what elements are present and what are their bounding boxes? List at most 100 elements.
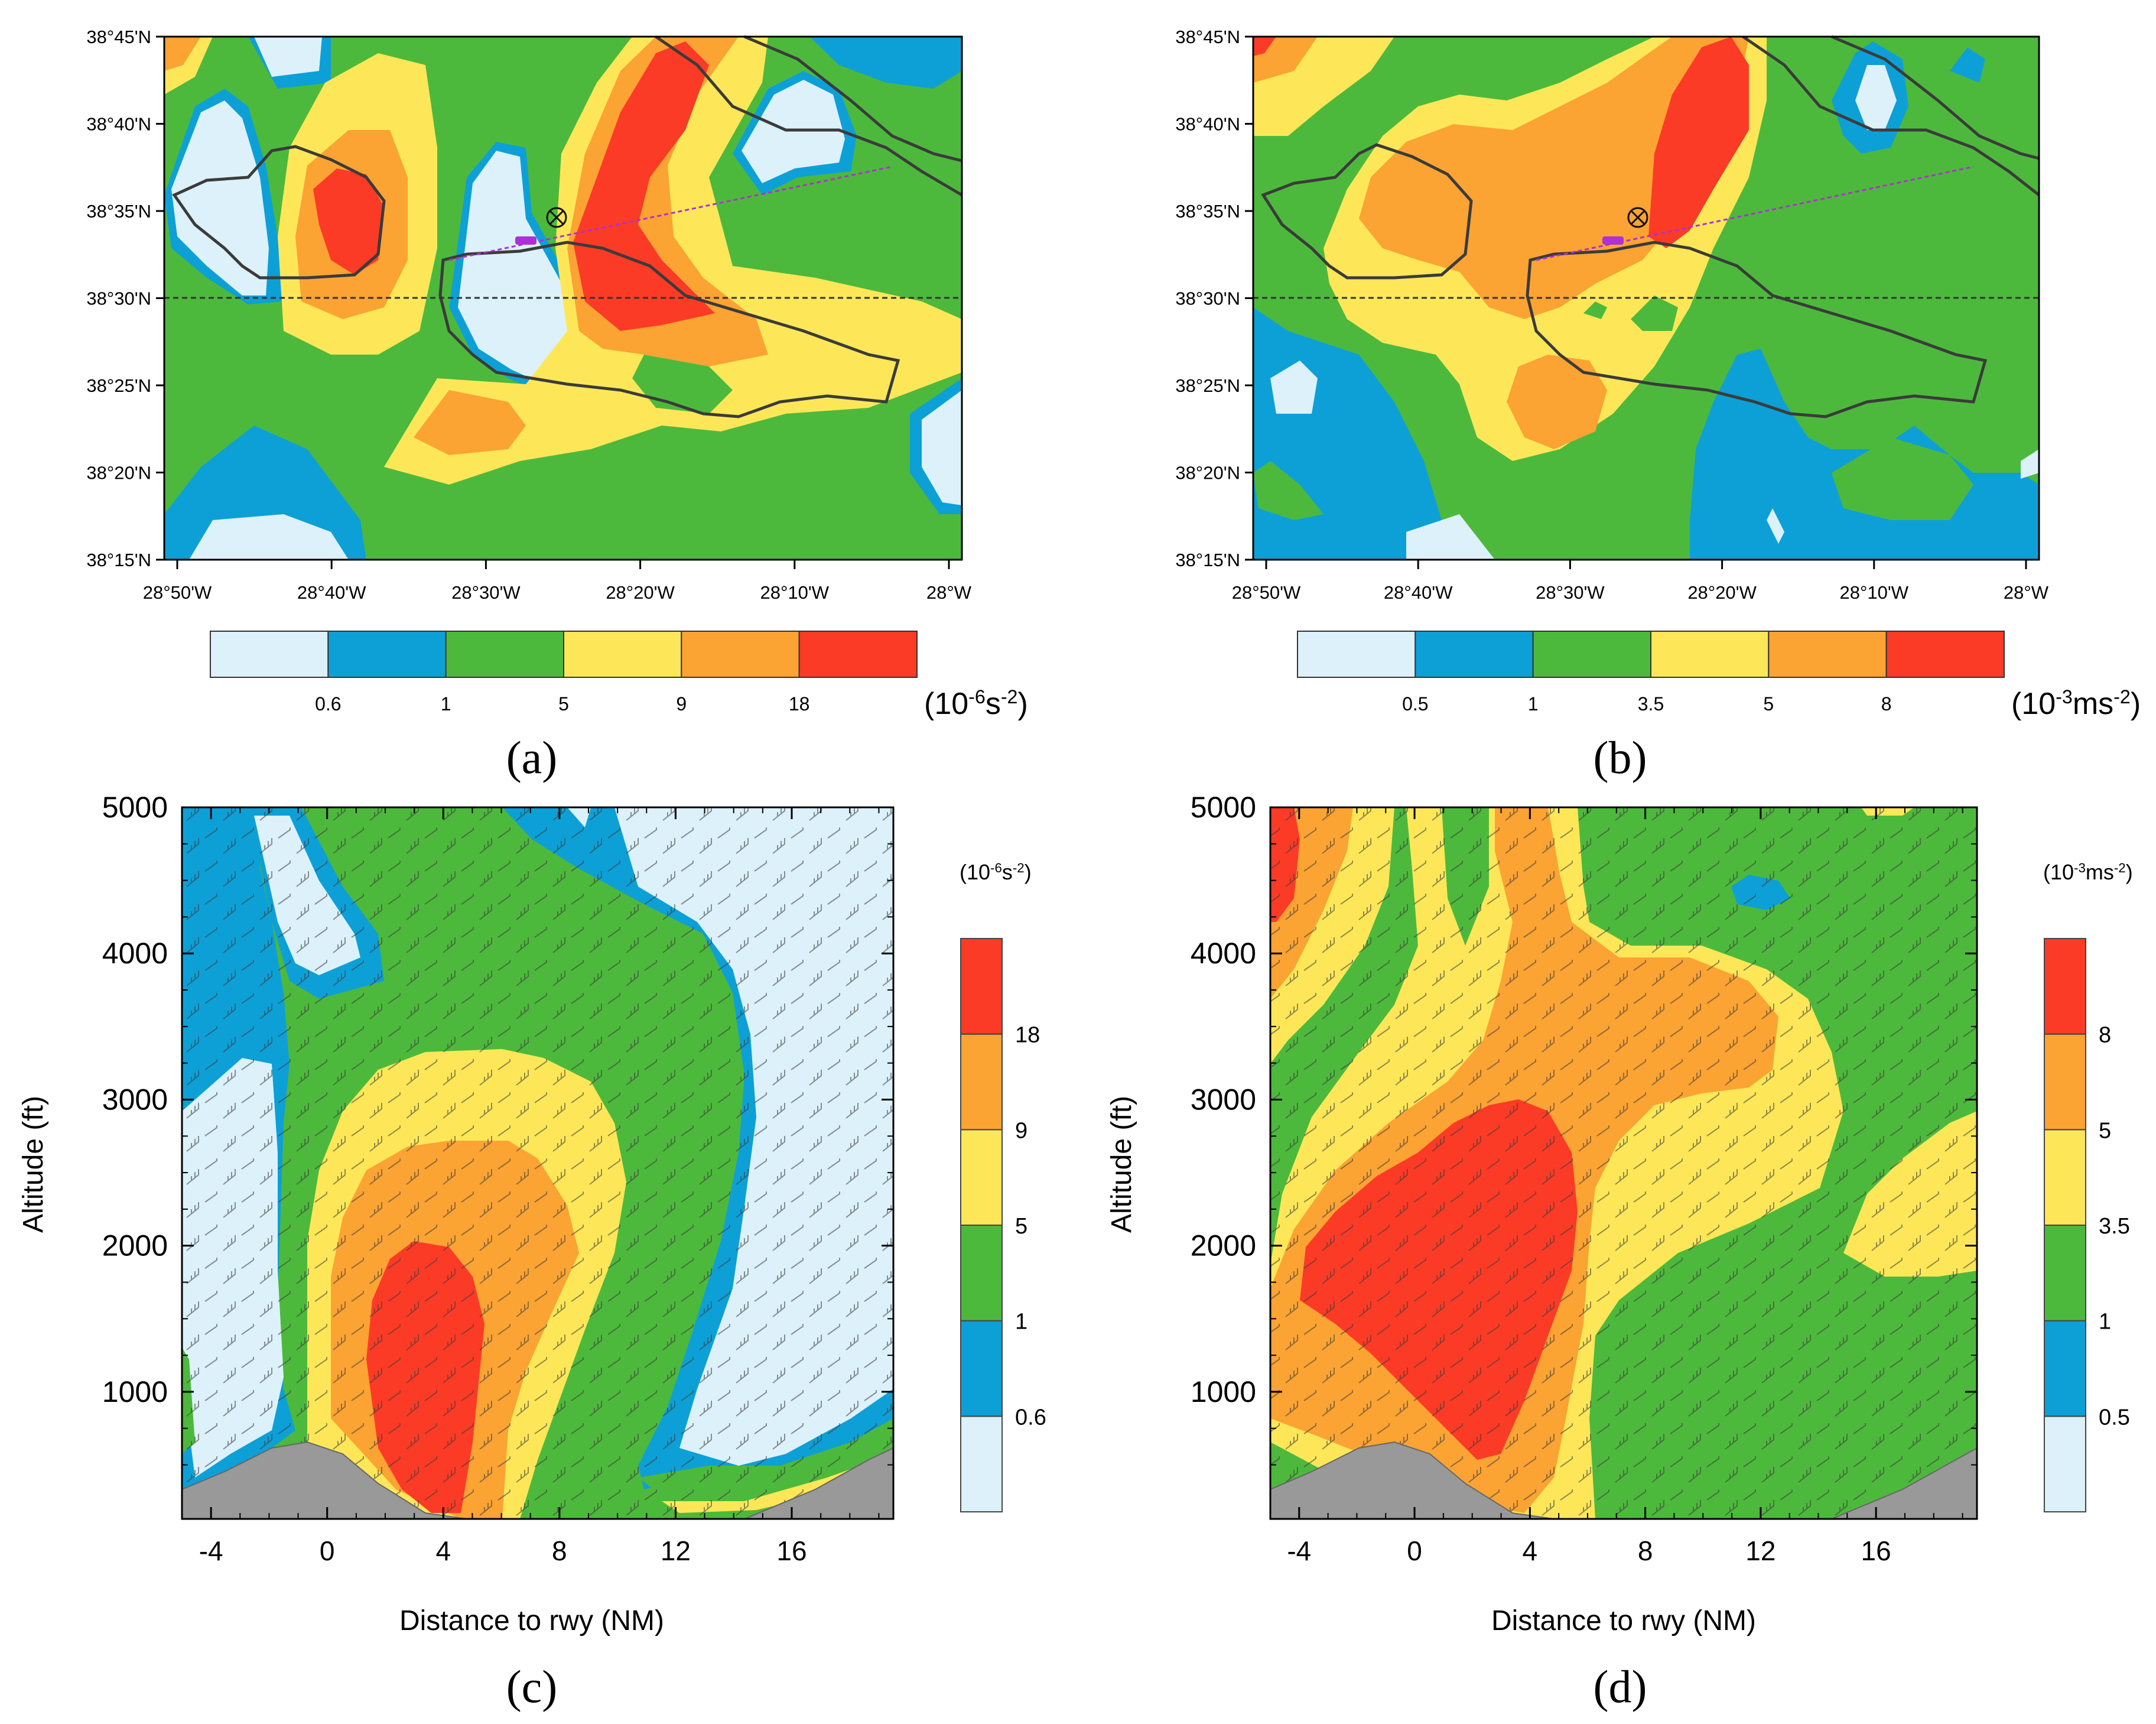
legend-level-label: 8	[1881, 693, 1892, 715]
legend-unit-part: -6	[990, 861, 1002, 875]
legend-unit-part: (10	[960, 860, 990, 884]
legend-color-box	[960, 1033, 1003, 1131]
legend-unit-part: ms	[2073, 687, 2113, 721]
panel-a-region-blue-topright	[809, 37, 962, 89]
legend-unit: (10-6s-2)	[924, 686, 1028, 721]
legend-unit-part: ms	[2086, 860, 2114, 884]
y-tick-label: 38°45'N	[1175, 27, 1240, 47]
y-tick-label: 38°30'N	[86, 288, 151, 309]
panel-b-region-lightblue-s	[1767, 508, 1784, 544]
x-tick-label: 12	[1745, 1535, 1775, 1566]
panel-b-island-west	[1261, 143, 1473, 280]
legend-level-label: 9	[676, 693, 687, 715]
legend-level-label: 8	[2099, 1023, 2111, 1048]
x-tick-label: 12	[661, 1535, 691, 1566]
panel-a-island-main	[438, 241, 900, 418]
panel-b-region-orange-nw	[1253, 37, 1318, 83]
panel-b-region-red-main	[1648, 37, 1749, 248]
panel-c-terrain-west	[181, 1441, 467, 1520]
panel-c-label: (c)	[506, 1661, 558, 1712]
panel-b-region-green-gap	[1631, 296, 1678, 331]
panel-b-island-main	[1526, 241, 1988, 418]
legend-color-box	[2044, 938, 2086, 1035]
legend-level-label: 5	[1763, 693, 1774, 715]
legend-level-label: 5	[558, 693, 569, 715]
legend-unit-part: s	[986, 687, 1001, 721]
legend-color-box	[960, 1225, 1003, 1322]
panel-b-region-lightblue-se	[2021, 449, 2039, 479]
panel-b-coast-north2	[1831, 35, 2040, 160]
x-tick-label: 0	[320, 1535, 335, 1566]
legend-level-label: 5	[1015, 1214, 1027, 1239]
x-tick-label: -4	[199, 1535, 223, 1566]
x-tick-label: 28°20'W	[1687, 582, 1757, 603]
y-tick-label: 38°35'N	[86, 201, 151, 222]
legend-color-box	[1532, 631, 1652, 678]
legend-unit-part: -2	[2114, 861, 2126, 875]
legend-color-box	[2044, 1415, 2086, 1512]
y-tick-label: 38°20'N	[86, 463, 151, 483]
panel-c-wind-barbs	[182, 807, 893, 1519]
x-tick-label: 28°W	[2004, 582, 2049, 603]
panel-c-x-axis-label: Distance to rwy (NM)	[399, 1605, 664, 1637]
panel-a-x-axis: 28°50'W 28°40'W 28°30'W 28°20'W 28°10'W 28°W	[143, 560, 972, 603]
panel-a-coast-north	[655, 35, 963, 197]
panel-a-label: (a)	[506, 732, 558, 783]
legend-level-label: 0.6	[315, 693, 341, 715]
x-tick-label: 8	[552, 1535, 567, 1566]
legend-unit-part: (10	[2043, 860, 2074, 884]
legend-unit: (10-6s-2)	[960, 860, 1032, 884]
y-tick-label: 4000	[1191, 937, 1256, 970]
legend-level-label: 3.5	[2099, 1214, 2130, 1239]
panel-c-y-axis-label: Altitude (ft)	[18, 1096, 49, 1233]
legend-level-label: 18	[789, 693, 810, 715]
panel-a-coast-north2	[744, 35, 962, 163]
legend-level-label: 0.6	[1015, 1405, 1046, 1430]
y-tick-label: 38°45'N	[86, 27, 151, 47]
legend-level-label: 0.5	[2099, 1405, 2130, 1430]
panel-a-y-axis: 38°15'N 38°20'N 38°25'N 38°30'N 38°35'N 38°40…	[86, 27, 164, 570]
legend-level-label: 18	[1015, 1023, 1040, 1048]
legend-level-label: 0.5	[1402, 693, 1428, 715]
legend-color-box	[327, 631, 447, 678]
x-tick-label: 0	[1407, 1535, 1422, 1566]
y-tick-label: 38°15'N	[1175, 550, 1240, 570]
y-tick-label: 3000	[102, 1083, 168, 1116]
panel-c-legend: 0.6 1 5 9 18 (10-6s-2)	[960, 860, 1046, 1512]
x-tick-label: 8	[1638, 1535, 1653, 1566]
legend-level-label: 5	[2099, 1118, 2111, 1143]
legend-level-label: 1	[1015, 1310, 1027, 1335]
legend-unit-part: -3	[2056, 686, 2073, 707]
panel-d-terrain-west	[1270, 1441, 1555, 1520]
y-tick-label: 2000	[102, 1229, 168, 1262]
x-tick-label: 28°10'W	[1840, 582, 1909, 603]
legend-color-box	[1768, 631, 1887, 678]
legend-unit-part: )	[1018, 687, 1028, 721]
x-tick-label: 28°20'W	[606, 582, 675, 603]
x-tick-label: -4	[1287, 1535, 1311, 1566]
legend-color-box	[798, 631, 918, 678]
legend-color-box	[2044, 1033, 2086, 1131]
panel-a-region-orange-sw	[414, 390, 526, 455]
y-tick-label: 38°25'N	[86, 375, 151, 396]
x-tick-label: 28°50'W	[143, 582, 212, 603]
legend-unit-part: )	[1025, 860, 1032, 884]
legend-color-box	[1297, 631, 1416, 678]
panel-a-island-west	[172, 145, 386, 280]
panel-b-region-green-speck	[1583, 301, 1607, 319]
legend-unit-part: (10	[924, 687, 968, 721]
panel-b-coast-north	[1742, 35, 2040, 196]
y-tick-label: 38°40'N	[86, 114, 151, 135]
legend-color-box	[1885, 631, 2005, 678]
legend-unit-part: s	[1002, 860, 1013, 884]
legend-unit-part: -2	[1013, 861, 1025, 875]
y-tick-label: 38°35'N	[1175, 201, 1240, 222]
panel-d-wind-barbs	[1270, 807, 1977, 1519]
panel-a-region-lightblue-n	[254, 37, 322, 77]
x-tick-label: 16	[1861, 1535, 1891, 1566]
y-tick-label: 38°15'N	[86, 550, 151, 570]
panel-a-approach-path	[448, 165, 893, 261]
panel-a-runway-marker	[515, 236, 536, 245]
panel-b-runway-marker	[1602, 236, 1624, 245]
